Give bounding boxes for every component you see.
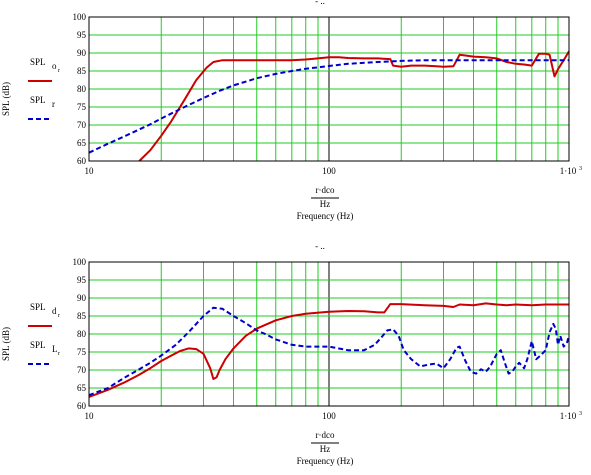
y-tick-label: 95 (77, 30, 87, 40)
y-tick-label: 75 (77, 347, 87, 357)
y-tick-label: 70 (77, 120, 87, 130)
x-tick-label: 100 (322, 166, 336, 176)
y-tick-label: 90 (77, 293, 87, 303)
series-line-2 (88, 59, 569, 154)
y-tick-label: 60 (77, 401, 87, 411)
y-tick-label: 100 (73, 12, 87, 22)
x-tick-exponent: 3 (579, 166, 582, 172)
x-axis-label: Frequency (Hz) (297, 456, 354, 466)
chart-title-marker: - .. (315, 0, 325, 6)
plot-frame (88, 261, 570, 407)
chart-2: 60 65 70 75 80 85 90 95 100 10 100 1·10 3 - .. r·dco Hz… (1, 241, 582, 466)
y-tick-label: 75 (77, 102, 87, 112)
x-axis-unit: Hz (320, 199, 331, 209)
y-tick-label: 85 (77, 311, 87, 321)
legend-subscript: o (52, 61, 57, 71)
x-tick-label: 10 (85, 411, 95, 421)
x-axis-expression: r·dco (316, 185, 335, 195)
y-tick-label: 60 (77, 156, 87, 166)
x-tick-label: 1·10 (560, 411, 577, 421)
chart-1: 60 65 70 75 80 85 90 95 100 10 100 1·10 3 - .. r·dco Hz… (1, 0, 582, 221)
y-axis-label: SPL (dB) (1, 327, 11, 361)
legend-subscript: L (52, 344, 58, 354)
legend-label: SPL (30, 340, 46, 350)
legend-sub-subscript: r (58, 313, 60, 319)
chart-title-marker: - .. (315, 241, 325, 251)
x-axis-label: Frequency (Hz) (297, 211, 354, 221)
legend-label: SPL (30, 57, 46, 67)
y-tick-label: 85 (77, 66, 87, 76)
y-tick-label: 80 (77, 84, 87, 94)
y-axis-label: SPL (dB) (1, 82, 11, 116)
y-tick-label: 80 (77, 329, 87, 339)
y-tick-label: 70 (77, 365, 87, 375)
x-axis-unit: Hz (320, 444, 331, 454)
x-tick-label: 10 (85, 166, 95, 176)
y-tick-label: 100 (73, 257, 87, 267)
legend-label: SPL (30, 302, 46, 312)
legend-sub-subscript: r (58, 68, 60, 74)
x-axis-expression: r·dco (316, 430, 335, 440)
y-tick-label: 95 (77, 275, 87, 285)
series-line-2 (88, 306, 570, 397)
series-line-1 (88, 302, 569, 398)
y-tick-label: 90 (77, 48, 87, 58)
y-tick-label: 65 (77, 383, 87, 393)
x-tick-label: 100 (322, 411, 336, 421)
series-line-1 (138, 50, 570, 162)
x-tick-label: 1·10 (560, 166, 577, 176)
legend-subscript: r (52, 99, 55, 109)
legend-label: SPL (30, 95, 46, 105)
y-tick-label: 65 (77, 138, 87, 148)
plot-frame (88, 16, 570, 162)
legend-subscript: d (52, 306, 57, 316)
x-tick-exponent: 3 (579, 411, 582, 417)
legend-sub-subscript: r (58, 351, 60, 357)
